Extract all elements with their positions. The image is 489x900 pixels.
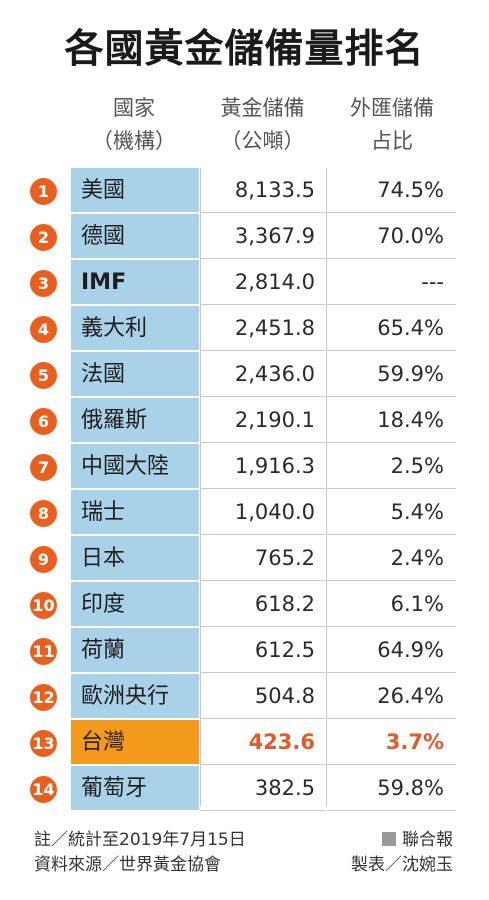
maker-credit: 製表／沈婉玉: [351, 855, 453, 875]
gold-reserve-value: 618.2: [200, 582, 325, 627]
header-ratio-line2: 占比: [371, 129, 413, 153]
country-name: 歐洲央行: [71, 674, 199, 719]
country-name: 德國: [71, 214, 199, 259]
gold-reserve-value: 2,190.1: [200, 398, 325, 443]
country-name: 印度: [71, 582, 199, 627]
country-name: 荷蘭: [71, 628, 199, 673]
rank-badge: 12: [30, 684, 57, 711]
gold-reserve-value: 1,916.3: [200, 444, 325, 489]
forex-ratio-value: 74.5%: [327, 168, 456, 213]
country-name: 瑞士: [71, 490, 199, 535]
table-row: 3 IMF 2,814.0 ---: [30, 260, 456, 306]
table-row: 4 義大利 2,451.8 65.4%: [30, 306, 456, 352]
table-row: 5 法國 2,436.0 59.9%: [30, 352, 456, 398]
forex-ratio-value: 59.9%: [327, 352, 456, 397]
forex-ratio-value: 2.5%: [327, 444, 456, 489]
rank-badge: 10: [30, 592, 57, 619]
table-row: 6 俄羅斯 2,190.1 18.4%: [30, 398, 456, 444]
header-ratio: 外匯儲備 占比: [327, 92, 457, 158]
header-country-line1: 國家: [113, 96, 155, 120]
country-name: 法國: [71, 352, 199, 397]
country-name: IMF: [71, 260, 199, 305]
page-title: 各國黃金儲備量排名: [64, 27, 425, 72]
country-name: 美國: [71, 168, 199, 213]
country-name: 義大利: [71, 306, 199, 351]
gold-reserve-value: 1,040.0: [200, 490, 325, 535]
table-row: 9 日本 765.2 2.4%: [30, 536, 456, 582]
header-country-line2: （機構）: [92, 129, 176, 153]
country-name: 中國大陸: [71, 444, 199, 489]
forex-ratio-value: 70.0%: [327, 214, 456, 259]
publisher-logo-icon: [382, 832, 396, 846]
rank-badge: 4: [30, 316, 57, 343]
rank-badge: 1: [30, 178, 57, 205]
column-divider: [326, 168, 327, 806]
gold-reserve-value: 382.5: [200, 766, 325, 811]
gold-reserve-value: 504.8: [200, 674, 325, 719]
rank-badge: 3: [30, 270, 57, 297]
gold-reserve-value: 423.6: [200, 720, 325, 765]
rank-badge: 2: [30, 224, 57, 251]
table-row: 14 葡萄牙 382.5 59.8%: [30, 766, 456, 812]
table-row-highlighted: 13 台灣 423.6 3.7%: [30, 720, 456, 766]
forex-ratio-value: 59.8%: [327, 766, 456, 811]
gold-reserve-value: 765.2: [200, 536, 325, 581]
country-name: 葡萄牙: [71, 766, 199, 811]
header-ratio-line1: 外匯儲備: [350, 96, 434, 120]
gold-reserve-value: 8,133.5: [200, 168, 325, 213]
rank-badge: 6: [30, 408, 57, 435]
gold-reserve-value: 2,451.8: [200, 306, 325, 351]
footer-source: 資料來源／世界黃金協會: [34, 855, 221, 875]
gold-reserve-value: 612.5: [200, 628, 325, 673]
footer-notes: 註／統計至2019年7月15日 資料來源／世界黃金協會: [34, 828, 246, 878]
publisher-credit: 聯合報: [351, 828, 453, 853]
ranking-table: 1 美國 8,133.5 74.5% 2 德國 3,367.9 70.0% 3 …: [30, 168, 456, 811]
table-row: 1 美國 8,133.5 74.5%: [30, 168, 456, 214]
forex-ratio-value: 6.1%: [327, 582, 456, 627]
forex-ratio-value: 65.4%: [327, 306, 456, 351]
table-row: 8 瑞士 1,040.0 5.4%: [30, 490, 456, 536]
table-row: 2 德國 3,367.9 70.0%: [30, 214, 456, 260]
rank-badge: 8: [30, 500, 57, 527]
header-country: 國家 （機構）: [70, 92, 198, 158]
header-gold-line2: （公噸）: [220, 129, 305, 153]
gold-reserve-value: 2,436.0: [200, 352, 325, 397]
forex-ratio-value: 26.4%: [327, 674, 456, 719]
header-gold: 黃金儲備 （公噸）: [200, 92, 325, 158]
table-row: 12 歐洲央行 504.8 26.4%: [30, 674, 456, 720]
gold-reserve-value: 3,367.9: [200, 214, 325, 259]
country-name: 俄羅斯: [71, 398, 199, 443]
footer-note: 註／統計至2019年7月15日: [34, 830, 246, 850]
rank-badge: 7: [30, 454, 57, 481]
forex-ratio-value: 2.4%: [327, 536, 456, 581]
forex-ratio-value: 3.7%: [327, 720, 456, 765]
rank-badge: 14: [30, 776, 57, 803]
gold-reserve-value: 2,814.0: [200, 260, 325, 305]
table-row: 10 印度 618.2 6.1%: [30, 582, 456, 628]
header-gold-line1: 黃金儲備: [220, 96, 305, 120]
publisher-name: 聯合報: [402, 830, 453, 850]
forex-ratio-value: 5.4%: [327, 490, 456, 535]
rank-badge: 9: [30, 546, 57, 573]
footer-credits: 聯合報 製表／沈婉玉: [351, 828, 453, 878]
forex-ratio-value: ---: [327, 260, 456, 305]
forex-ratio-value: 18.4%: [327, 398, 456, 443]
forex-ratio-value: 64.9%: [327, 628, 456, 673]
country-name: 台灣: [71, 720, 199, 765]
rank-badge: 5: [30, 362, 57, 389]
rank-badge: 11: [30, 638, 57, 665]
country-name: 日本: [71, 536, 199, 581]
table-row: 11 荷蘭 612.5 64.9%: [30, 628, 456, 674]
table-row: 7 中國大陸 1,916.3 2.5%: [30, 444, 456, 490]
rank-badge: 13: [30, 730, 57, 757]
column-divider: [200, 168, 201, 806]
